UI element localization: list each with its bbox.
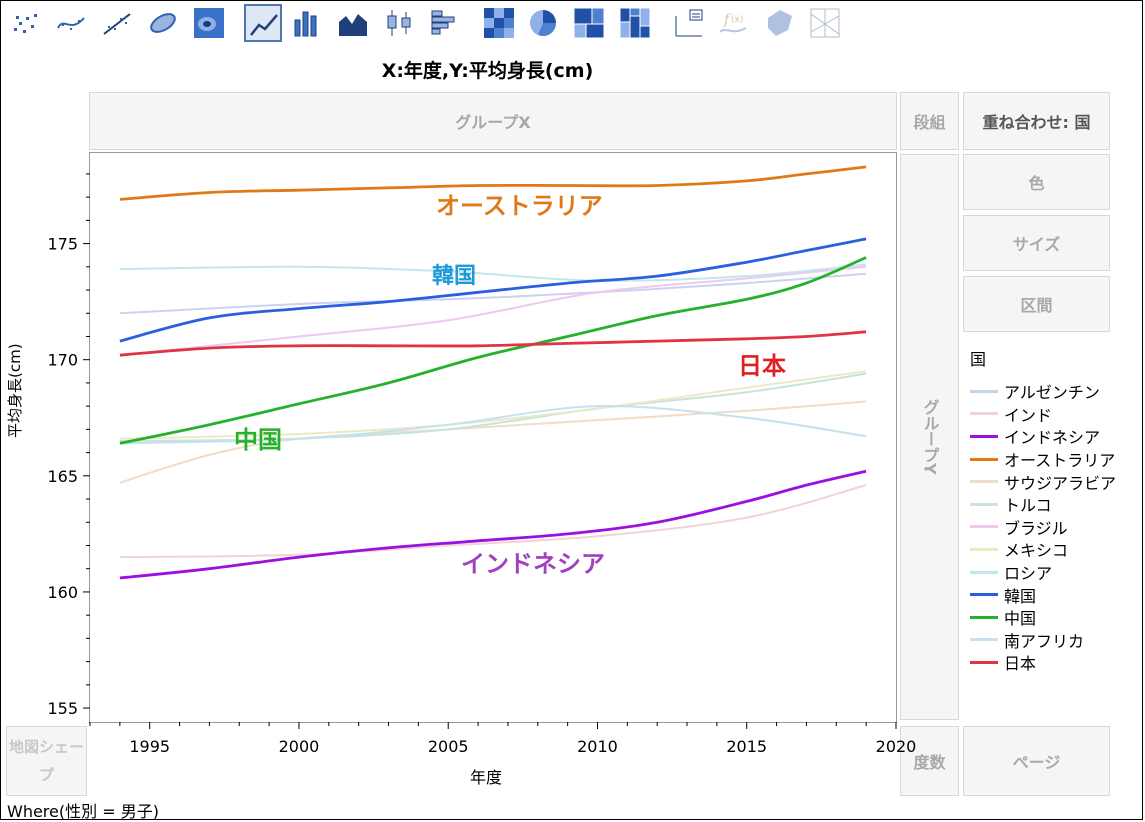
legend-swatch xyxy=(970,525,998,529)
graph-type-toolbar: f (x) xyxy=(6,2,856,44)
legend-swatch xyxy=(970,502,998,506)
treemap-icon[interactable] xyxy=(570,4,608,42)
legend-label: ロシア xyxy=(1004,564,1053,584)
map-shape-zone[interactable]: 地図シェープ xyxy=(6,726,87,796)
legend-item[interactable]: サウジアラビア xyxy=(970,470,1116,493)
caption-box-icon[interactable] xyxy=(670,4,708,42)
legend-item[interactable]: 南アフリカ xyxy=(970,629,1116,652)
line-chart-icon[interactable] xyxy=(244,4,282,42)
area-chart-icon[interactable] xyxy=(334,4,372,42)
legend-item[interactable]: 中国 xyxy=(970,606,1116,629)
legend-item[interactable]: ブラジル xyxy=(970,516,1116,539)
legend-label: オーストラリア xyxy=(1004,451,1116,471)
legend-item[interactable]: インド xyxy=(970,403,1116,426)
legend-swatch xyxy=(970,389,998,393)
svg-text:(x): (x) xyxy=(731,15,743,25)
legend-label: トルコ xyxy=(1004,496,1052,516)
legend-label: 韓国 xyxy=(1004,586,1037,606)
legend-label: アルゼンチン xyxy=(1004,383,1100,403)
legend-label: メキシコ xyxy=(1004,541,1069,561)
bar-chart-icon[interactable] xyxy=(288,4,326,42)
x-axis-label: 年度 xyxy=(470,768,503,787)
legend-label: 南アフリカ xyxy=(1004,631,1085,651)
formula-icon[interactable]: f (x) xyxy=(714,4,752,42)
plot-area[interactable] xyxy=(89,152,897,723)
legend: 国 アルゼンチン インドインドネシア オーストラリア サウジアラビア トルコ ブラジルメキ… xyxy=(970,346,1116,674)
legend-title: 国 xyxy=(970,350,987,369)
page-zone[interactable]: ページ xyxy=(963,726,1110,796)
size-zone[interactable]: サイズ xyxy=(963,215,1110,271)
legend-label: サウジアラビア xyxy=(1004,473,1117,493)
mosaic-icon[interactable] xyxy=(616,4,654,42)
svg-text:f: f xyxy=(723,12,732,28)
legend-swatch xyxy=(970,638,998,642)
parallel-icon[interactable] xyxy=(806,4,844,42)
legend-item[interactable]: ロシア xyxy=(970,561,1116,584)
contour-icon[interactable] xyxy=(190,4,228,42)
legend-item[interactable]: アルゼンチン xyxy=(970,380,1116,403)
freq-zone[interactable]: 度数 xyxy=(900,726,959,796)
legend-swatch xyxy=(970,412,998,416)
group-y-zone[interactable]: グループY xyxy=(900,154,959,720)
legend-swatch xyxy=(970,615,998,619)
legend-swatch xyxy=(970,547,998,551)
legend-label: 日本 xyxy=(1004,654,1037,674)
legend-label: ブラジル xyxy=(1004,518,1068,538)
pie-chart-icon[interactable] xyxy=(524,4,562,42)
color-zone[interactable]: 色 xyxy=(963,154,1110,210)
label-china: 中国 xyxy=(234,426,282,454)
legend-swatch xyxy=(970,457,998,461)
heatmap-icon[interactable] xyxy=(480,4,518,42)
histogram-icon[interactable] xyxy=(426,4,464,42)
scatter-smooth-icon[interactable] xyxy=(52,4,90,42)
legend-item[interactable]: インドネシア xyxy=(970,425,1116,448)
box-plot-icon[interactable] xyxy=(380,4,418,42)
wrap-zone[interactable]: 段組 xyxy=(900,92,959,150)
legend-swatch xyxy=(970,660,998,664)
legend-item[interactable]: メキシコ xyxy=(970,538,1116,561)
scatter-points-icon[interactable] xyxy=(6,4,44,42)
label-australia: オーストラリア xyxy=(436,192,603,220)
interval-zone[interactable]: 区間 xyxy=(963,276,1110,332)
legend-item[interactable]: 韓国 xyxy=(970,583,1116,606)
legend-swatch xyxy=(970,593,998,597)
label-indonesia: インドネシア xyxy=(461,550,605,578)
legend-item[interactable]: オーストラリア xyxy=(970,448,1116,471)
legend-swatch xyxy=(970,570,998,574)
overlay-zone[interactable]: 重ね合わせ: 国 xyxy=(963,92,1110,150)
group-x-zone[interactable]: グループX xyxy=(89,92,897,150)
legend-label: 中国 xyxy=(1004,609,1037,629)
label-korea: 韓国 xyxy=(432,264,477,289)
legend-item[interactable]: 日本 xyxy=(970,651,1116,674)
shape-icon[interactable] xyxy=(760,4,798,42)
legend-swatch xyxy=(970,434,998,438)
density-ellipse-icon[interactable] xyxy=(144,4,182,42)
graph-title: X:年度,Y:平均身長(cm) xyxy=(381,60,594,82)
scatter-fit-icon[interactable] xyxy=(98,4,136,42)
legend-swatch xyxy=(970,480,998,484)
legend-label: インド xyxy=(1004,405,1053,425)
legend-label: インドネシア xyxy=(1004,428,1101,448)
y-axis-label: 平均身長(cm) xyxy=(6,343,24,438)
where-filter-text: Where(性別 = 男子) xyxy=(7,802,159,821)
label-japan: 日本 xyxy=(738,352,786,380)
legend-item[interactable]: トルコ xyxy=(970,493,1116,516)
